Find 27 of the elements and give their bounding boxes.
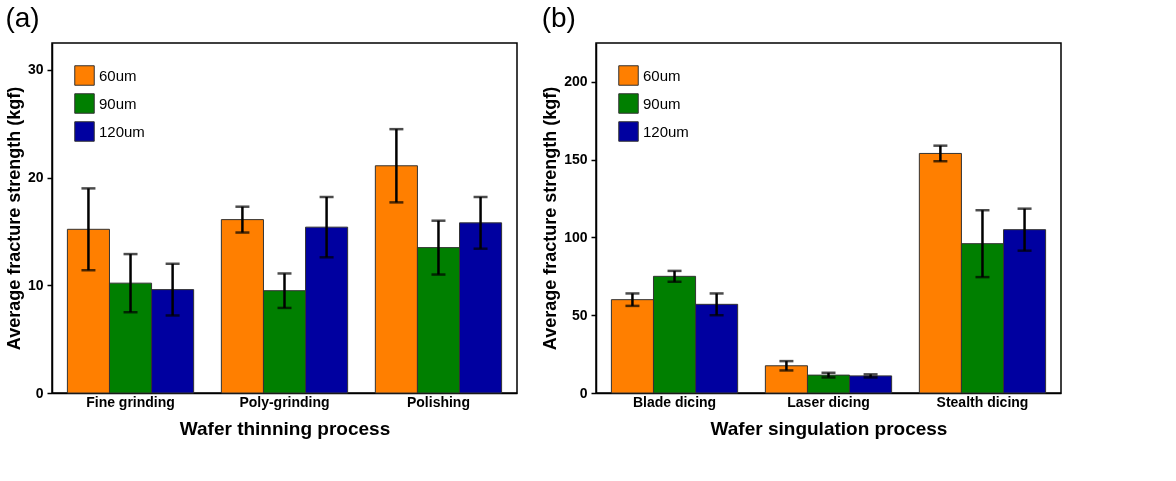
x-tick-label: Poly-grinding (239, 393, 330, 410)
y-axis-title: Average fracture strength (kgf) (3, 86, 24, 351)
y-tick-label: 0 (579, 384, 588, 401)
legend-label: 60um (99, 66, 137, 84)
x-axis-title: Wafer thinning process (179, 417, 391, 439)
y-tick-label: 30 (27, 61, 44, 78)
legend-label: 90um (643, 94, 681, 112)
legend-label: 90um (99, 94, 137, 112)
y-tick-label: 10 (27, 276, 44, 293)
y-tick-label: 100 (564, 228, 588, 245)
y-tick-label: 50 (571, 306, 588, 323)
y-tick-label: 150 (564, 151, 588, 168)
y-axis-title: Average fracture strength (kgf) (540, 86, 561, 351)
x-tick-label: Fine grinding (86, 393, 175, 410)
x-tick-label: Polishing (406, 393, 470, 410)
x-axis-title: Wafer singulation process (710, 417, 948, 439)
y-tick-label: 200 (564, 73, 588, 90)
x-tick-label: Blade dicing (632, 393, 717, 410)
chart-title: (b) (541, 2, 576, 33)
legend-label: 120um (99, 122, 145, 140)
y-tick-label: 0 (35, 384, 44, 401)
chart-title: (a) (5, 2, 40, 33)
legend-label: 60um (643, 66, 681, 84)
legend-label: 120um (643, 122, 689, 140)
x-tick-label: Laser dicing (787, 393, 870, 410)
y-tick-label: 20 (27, 169, 44, 186)
x-tick-label: Stealth dicing (936, 393, 1029, 410)
